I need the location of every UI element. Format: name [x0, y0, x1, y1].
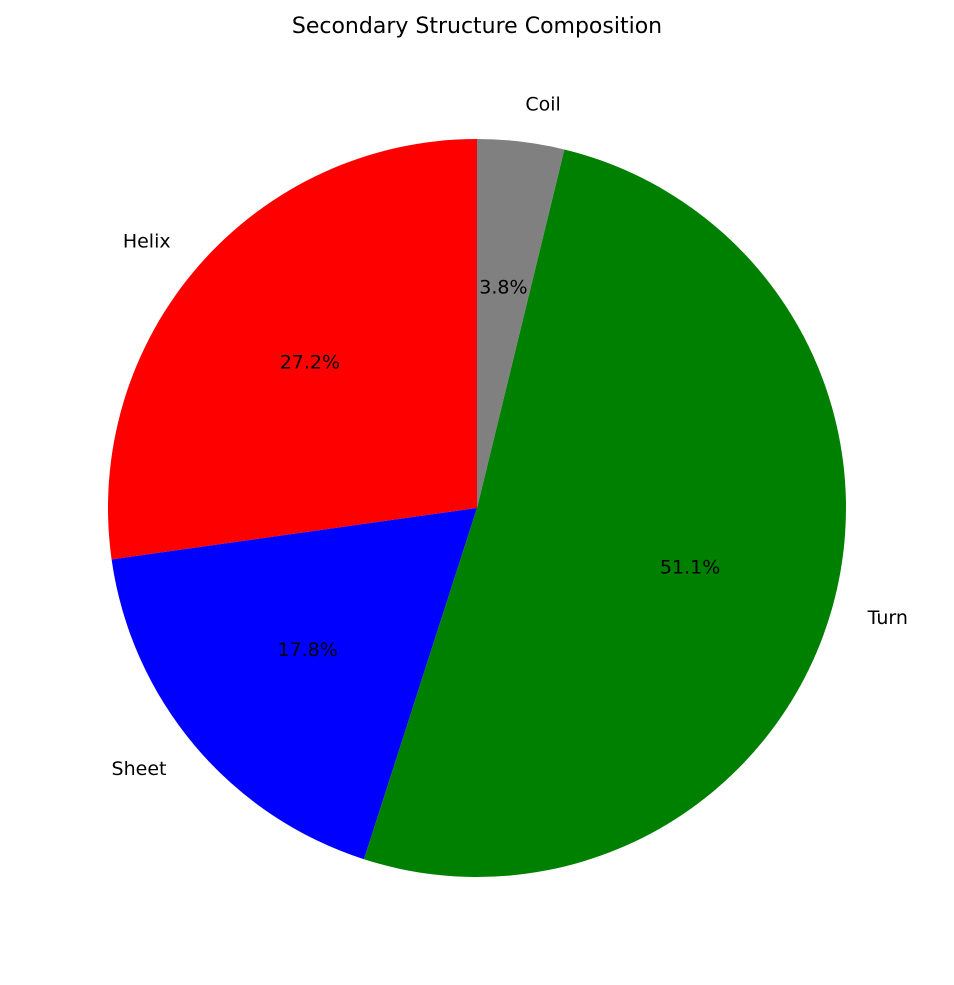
percent-label-sheet: 17.8%: [277, 639, 337, 661]
category-label-coil: Coil: [525, 93, 560, 115]
percent-label-coil: 3.8%: [479, 277, 527, 299]
pie-slice-coil: [477, 139, 565, 508]
category-label-helix: Helix: [123, 230, 171, 252]
category-label-turn: Turn: [867, 607, 908, 629]
category-label-sheet: Sheet: [112, 758, 167, 780]
pie-slice-sheet: [111, 508, 478, 860]
pie-slice-helix: [107, 139, 477, 560]
percent-label-turn: 51.1%: [660, 557, 720, 579]
pie-slices: [107, 139, 846, 877]
pie-labels: Helix 27.2% Sheet 17.8% Turn 51.1% Coil 3.8%: [112, 93, 908, 779]
chart-title: Secondary Structure Composition: [292, 14, 662, 39]
pie-slice-turn: [363, 149, 846, 877]
percent-label-helix: 27.2%: [280, 351, 340, 373]
